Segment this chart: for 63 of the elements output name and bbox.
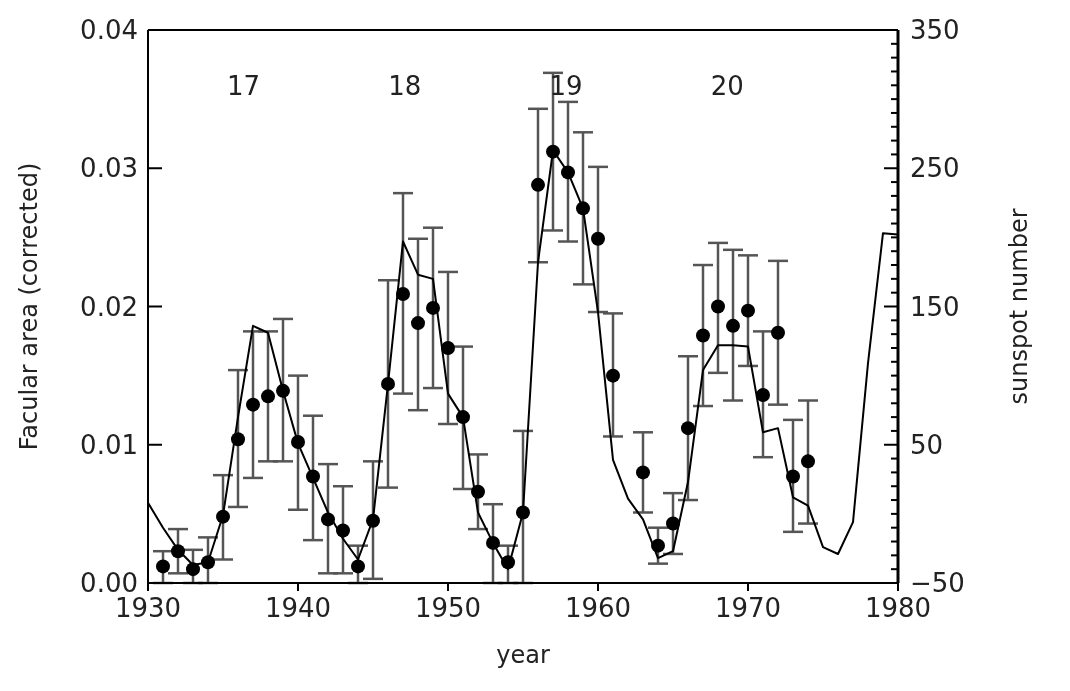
point bbox=[246, 397, 260, 412]
point bbox=[336, 523, 350, 538]
point bbox=[681, 421, 695, 436]
point bbox=[396, 287, 410, 302]
point bbox=[306, 469, 320, 484]
point bbox=[231, 432, 245, 447]
y2-tick-label: 50 bbox=[910, 429, 944, 460]
x-tick-label: 1940 bbox=[264, 593, 332, 624]
point bbox=[546, 144, 560, 159]
annotation: 20 bbox=[710, 70, 744, 101]
y-tick-label: 0.03 bbox=[80, 153, 138, 184]
annotation: 17 bbox=[227, 70, 261, 101]
point bbox=[501, 555, 515, 570]
point bbox=[216, 509, 230, 524]
point bbox=[576, 201, 590, 216]
y2-tick-label: 250 bbox=[910, 153, 960, 184]
y-tick-label: 0.01 bbox=[80, 429, 138, 460]
point bbox=[741, 303, 755, 318]
point bbox=[456, 410, 470, 425]
point bbox=[561, 165, 575, 180]
x-tick-label: 1980 bbox=[864, 593, 932, 624]
annotation: 18 bbox=[388, 70, 422, 101]
x-tick-label: 1930 bbox=[114, 593, 182, 624]
y-tick-label: 0.02 bbox=[80, 291, 138, 322]
point bbox=[696, 328, 710, 343]
point bbox=[726, 318, 740, 333]
point bbox=[411, 316, 425, 331]
y2-tick-label: 150 bbox=[910, 291, 960, 322]
point bbox=[201, 555, 215, 570]
y-tick-label: 0.04 bbox=[80, 15, 138, 46]
point bbox=[426, 300, 440, 315]
point bbox=[651, 538, 665, 553]
point bbox=[801, 454, 815, 469]
y2-tick-label: 350 bbox=[910, 15, 960, 46]
point bbox=[666, 516, 680, 531]
point bbox=[186, 562, 200, 577]
point bbox=[636, 465, 650, 480]
x-tick-label: 1950 bbox=[414, 593, 482, 624]
point bbox=[291, 434, 305, 449]
point bbox=[606, 368, 620, 383]
point bbox=[531, 177, 545, 192]
point bbox=[771, 325, 785, 340]
point bbox=[486, 535, 500, 550]
point bbox=[711, 299, 725, 314]
point bbox=[471, 484, 485, 499]
x-tick-label: 1970 bbox=[714, 593, 782, 624]
point bbox=[756, 387, 770, 402]
y2-axis-title: sunspot number bbox=[1004, 208, 1033, 405]
point bbox=[516, 505, 530, 520]
point bbox=[381, 376, 395, 391]
point bbox=[366, 513, 380, 528]
point bbox=[786, 469, 800, 484]
point bbox=[351, 559, 365, 574]
y-axis-title: Facular area (corrected) bbox=[14, 162, 43, 451]
point bbox=[591, 231, 605, 246]
point bbox=[171, 544, 185, 559]
point bbox=[321, 512, 335, 527]
point bbox=[156, 559, 170, 574]
x-tick-label: 1960 bbox=[564, 593, 632, 624]
point bbox=[276, 383, 290, 398]
point bbox=[441, 340, 455, 355]
point bbox=[261, 389, 275, 404]
x-axis-title: year bbox=[496, 641, 550, 669]
